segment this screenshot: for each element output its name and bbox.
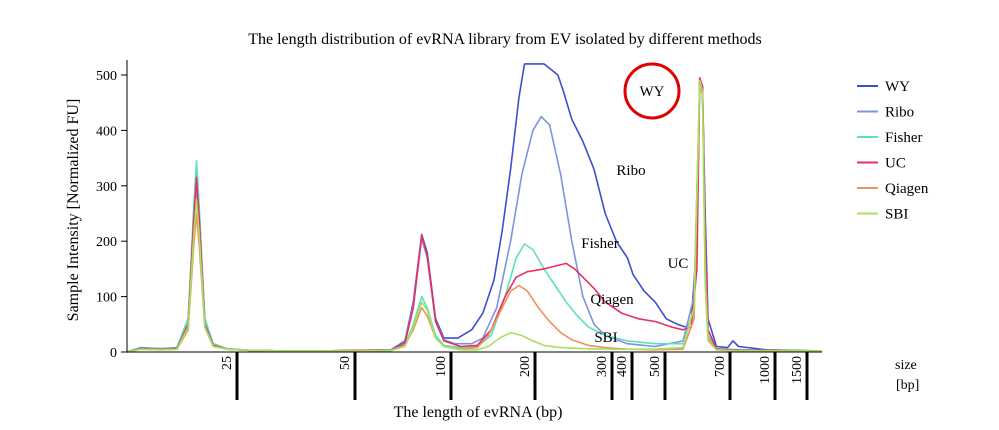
y-axis-ticks: 0 100 200 300 400 500 bbox=[96, 69, 127, 361]
x-tick-label: 500 bbox=[648, 356, 663, 377]
legend: WY Ribo Fisher UC Qiagen SBI bbox=[857, 79, 929, 223]
x-tick-label: 25 bbox=[220, 356, 235, 370]
x-tick-mark bbox=[449, 352, 453, 400]
x-unit-label: size bbox=[895, 358, 917, 373]
highlight-circle bbox=[623, 62, 681, 120]
x-tick-label: 300 bbox=[595, 356, 610, 377]
series-line-wy bbox=[127, 63, 822, 353]
series-lines bbox=[127, 63, 822, 353]
x-tick-mark bbox=[610, 352, 614, 400]
legend-label-ribo: Ribo bbox=[885, 105, 914, 121]
series-line-sbi bbox=[127, 79, 822, 353]
x-tick-label: 1000 bbox=[758, 356, 773, 384]
annotation-qiagen: Qiagen bbox=[590, 292, 634, 308]
x-tick-mark bbox=[235, 352, 239, 400]
chart-title: The length distribution of evRNA library… bbox=[248, 31, 762, 48]
legend-label-qiagen: Qiagen bbox=[885, 181, 929, 197]
x-tick-mark bbox=[533, 352, 537, 400]
series-line-qiagen bbox=[127, 85, 822, 353]
series-annotations: WY Ribo Fisher UC Qiagen SBI bbox=[581, 62, 689, 346]
y-tick-label: 0 bbox=[110, 346, 117, 361]
annotation-fisher: Fisher bbox=[581, 236, 619, 252]
annotation-uc: UC bbox=[668, 256, 689, 272]
legend-label-wy: WY bbox=[885, 79, 910, 95]
annotation-wy: WY bbox=[640, 84, 665, 100]
x-tick-label: 50 bbox=[338, 356, 353, 370]
x-axis-label: The length of evRNA (bp) bbox=[394, 404, 563, 421]
x-tick-mark bbox=[663, 352, 667, 400]
x-tick-label: 400 bbox=[615, 356, 630, 377]
x-tick-mark bbox=[353, 352, 357, 400]
x-tick-label: 200 bbox=[518, 356, 533, 377]
annotation-ribo: Ribo bbox=[616, 163, 645, 179]
series-line-ribo bbox=[127, 85, 822, 353]
y-tick-label: 400 bbox=[96, 124, 117, 139]
x-tick-mark bbox=[630, 352, 634, 400]
x-tick-label: 1500 bbox=[790, 356, 805, 384]
y-tick-label: 500 bbox=[96, 69, 117, 84]
x-tick-mark bbox=[805, 352, 809, 400]
x-axis-ticks: 25 50 100 200 300 400 500 700 1000 1500 bbox=[220, 352, 809, 400]
x-tick-mark bbox=[773, 352, 777, 400]
legend-label-uc: UC bbox=[885, 156, 906, 172]
series-line-fisher bbox=[127, 82, 822, 353]
x-tick-mark bbox=[728, 352, 732, 400]
x-unit-sub: [bp] bbox=[896, 378, 919, 393]
y-tick-label: 200 bbox=[96, 235, 117, 250]
x-tick-label: 700 bbox=[713, 356, 728, 377]
y-tick-label: 300 bbox=[96, 180, 117, 195]
y-tick-label: 100 bbox=[96, 291, 117, 306]
series-line-uc bbox=[127, 77, 822, 353]
annotation-sbi: SBI bbox=[594, 330, 617, 346]
y-axis-label: Sample Intensity [Normalized FU] bbox=[65, 99, 82, 322]
x-tick-label: 100 bbox=[434, 356, 449, 377]
legend-label-sbi: SBI bbox=[885, 207, 908, 223]
legend-label-fisher: Fisher bbox=[885, 130, 923, 146]
